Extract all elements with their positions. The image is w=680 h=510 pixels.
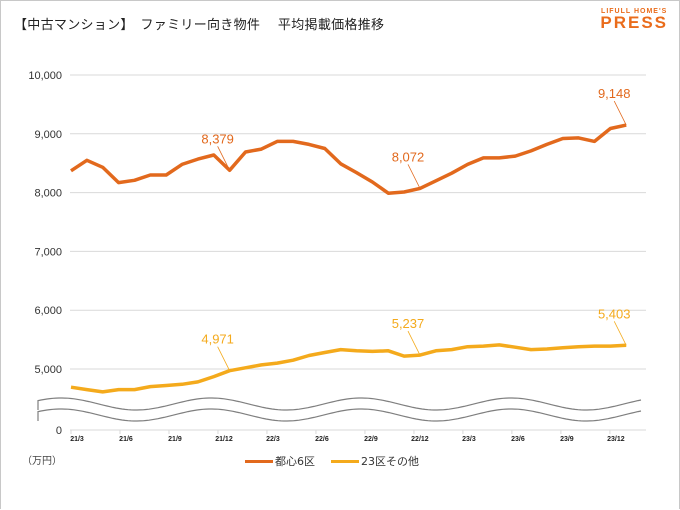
data-label: 5,237 [392, 316, 425, 331]
y-tick-label: 8,000 [34, 188, 62, 200]
annotation-leader [217, 146, 230, 171]
annotation-leader [217, 346, 230, 371]
legend-swatch-series1 [245, 459, 273, 463]
legend-item-series1: 都心6区 [245, 453, 315, 469]
legend-label-series2: 23区その他 [361, 455, 419, 468]
x-tick-label: 23/12 [607, 436, 625, 443]
annotation-leader [407, 330, 421, 356]
x-tick-label: 22/12 [411, 436, 429, 443]
y-tick-label: 7,000 [34, 246, 62, 258]
annotation-leader [407, 164, 421, 189]
y-tick-label: 10,000 [28, 70, 62, 82]
x-tick-label: 23/6 [511, 436, 525, 443]
annotation-leader [613, 100, 627, 126]
data-label: 5,403 [598, 306, 631, 321]
annotation-leader [613, 321, 627, 346]
y-tick-label: 6,000 [34, 305, 62, 317]
y-tick-label: 9,000 [34, 129, 62, 141]
logo-top-text: LIFULL HOME'S [601, 8, 668, 15]
x-tick-label: 23/9 [560, 436, 574, 443]
axis-break-wave [37, 408, 642, 422]
x-tick-label: 21/3 [70, 436, 84, 443]
brand-logo: LIFULL HOME'S PRESS [600, 8, 668, 31]
y-tick-label: 0 [56, 425, 62, 437]
x-tick-label: 22/6 [315, 436, 329, 443]
legend-item-series2: 23区その他 [331, 453, 419, 469]
x-tick-label: 23/3 [462, 436, 476, 443]
legend-label-series1: 都心6区 [275, 455, 315, 468]
data-label: 4,971 [201, 332, 234, 347]
legend-swatch-series2 [331, 459, 359, 463]
y-tick-label: 5,000 [34, 364, 62, 376]
series-line-2 [70, 343, 627, 394]
chart-title: 【中古マンション】 ファミリー向き物件 平均掲載価格推移 [14, 18, 385, 33]
logo-bottom-text: PRESS [600, 13, 668, 32]
data-label: 8,072 [392, 149, 425, 164]
data-label: 8,379 [201, 131, 234, 146]
axis-break-wave [37, 397, 642, 411]
x-tick-label: 21/9 [168, 436, 182, 443]
x-tick-label: 22/9 [364, 436, 378, 443]
series-line-1 [70, 123, 627, 195]
unit-label: （万円） [22, 456, 62, 467]
x-tick-label: 21/6 [119, 436, 133, 443]
x-tick-label: 21/12 [215, 436, 233, 443]
x-tick-label: 22/3 [266, 436, 280, 443]
data-label: 9,148 [598, 86, 631, 101]
legend: 都心6区 23区その他 [245, 453, 435, 469]
